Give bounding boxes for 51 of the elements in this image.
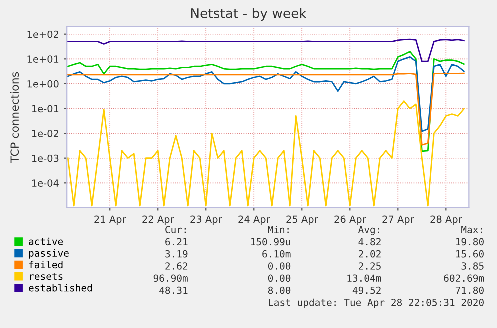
- x-tick-label: 27 Apr: [382, 216, 414, 225]
- chart-title: Netstat - by week: [191, 8, 307, 21]
- y-tick-label: 1e-04: [32, 180, 59, 187]
- text: 3.19: [166, 250, 188, 258]
- text: 13.04m: [348, 274, 382, 282]
- y-tick-label: 1e-02: [32, 130, 58, 138]
- text: 0.00: [268, 262, 291, 270]
- legend-label: passive: [29, 249, 69, 259]
- legend-label: active: [29, 238, 64, 246]
- line-series: [67, 72, 465, 146]
- x-tick-label: 28 Apr: [430, 216, 462, 225]
- text: 6.21: [166, 238, 188, 246]
- text: 2.62: [166, 262, 188, 270]
- text: Cur:: [166, 226, 186, 234]
- text: 2.25: [359, 262, 381, 270]
- y-tick-label: 1e+01: [28, 56, 59, 63]
- x-tick-label: 26 Apr: [334, 216, 366, 225]
- text: 48.31: [160, 286, 188, 294]
- text: 3.85: [462, 262, 484, 270]
- text: 15.60: [456, 250, 484, 258]
- text: 0.00: [268, 274, 291, 282]
- text: Last update: Tue Apr 28 22:05:31 2020: [269, 298, 484, 308]
- text: 71.80: [456, 286, 484, 294]
- x-tick-label: 25 Apr: [286, 216, 318, 225]
- text: 8.00: [268, 286, 291, 294]
- text: 49.52: [352, 286, 381, 294]
- x-tick-label: 23 Apr: [190, 216, 222, 225]
- x-tick-label: 22 Apr: [142, 216, 174, 225]
- legend-label: established: [29, 284, 92, 292]
- line-series: [67, 38, 465, 62]
- legend-label: resets: [30, 273, 63, 280]
- text: 4.82: [358, 238, 381, 246]
- y-tick-label: 1e-03: [32, 154, 59, 162]
- y-tick-label: 1e-01: [32, 105, 59, 113]
- text: 2.02: [359, 250, 381, 258]
- text: Max:: [462, 226, 482, 234]
- line-series: [67, 56, 465, 132]
- line-series: [67, 100, 465, 207]
- text: Min:: [268, 226, 289, 234]
- legend-label: failed: [29, 261, 63, 269]
- x-tick-label: 21 Apr: [94, 216, 126, 225]
- text: 602.69m: [444, 274, 484, 282]
- x-tick-label: 24 Apr: [238, 216, 270, 225]
- y-tick-label: 1e+02: [28, 30, 58, 38]
- text: 19.80: [456, 238, 484, 246]
- text: 96.90m: [154, 274, 188, 282]
- text: 150.99u: [251, 238, 290, 246]
- text: Avg:: [358, 226, 380, 236]
- y-axis-title: TCP connections: [10, 72, 20, 164]
- y-tick-label: 1e+00: [28, 80, 59, 88]
- text: 6.10m: [262, 250, 291, 258]
